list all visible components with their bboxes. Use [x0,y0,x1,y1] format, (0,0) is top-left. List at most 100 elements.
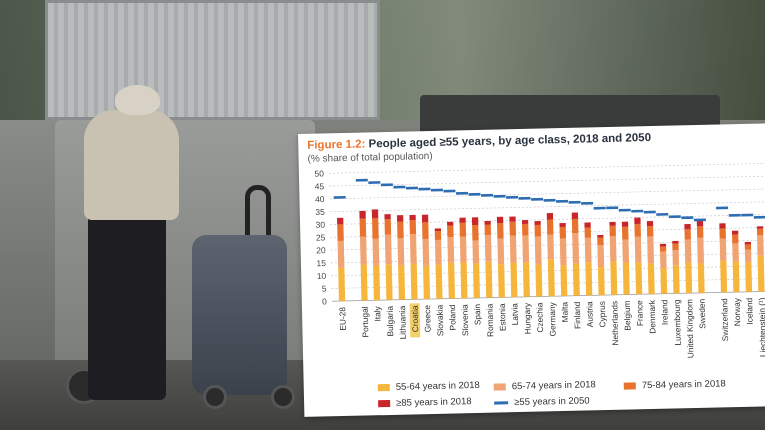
bar-segment [547,234,555,260]
legend-label-55-64: 55-64 years in 2018 [395,379,480,393]
bar-segment [338,267,346,302]
bar-segment [384,214,391,220]
bar-segment [646,226,654,237]
bar-segment [719,223,726,229]
shopping-trolley [192,235,287,395]
bar-segment [497,264,505,298]
shopping-cart-handle [245,185,271,245]
bar-segment [635,262,643,295]
x-tick-label: Slovakia [435,304,446,336]
x-tick-label: Spain [472,303,482,325]
bar-segment [459,217,466,223]
waste-container-lid [45,0,380,120]
bar-segment [731,230,739,235]
bar-segment [672,249,680,266]
legend-swatch-55-64 [377,383,390,392]
bar-segment [697,237,704,264]
bar-segment [522,262,530,297]
figure-title-text: People aged ≥55 years, by age class, 201… [368,131,652,151]
figure-number: Figure 1.2: [307,138,366,152]
bar-segment [496,216,504,224]
bar-segment [584,222,591,228]
chart-subtitle: (% share of total population) [307,150,433,165]
bar-segment [359,210,366,219]
bar-segment [509,235,517,263]
legend-item-55-64: 55-64 years in 2018 [377,379,480,393]
trolley-wheel [203,385,227,409]
bar-segment [745,262,753,292]
bar-segment [472,240,480,264]
y-tick-label: 0 [322,296,327,306]
bar-segment [757,235,764,256]
gridline [329,175,765,187]
x-tick-label: Cyprus [597,301,608,328]
bar-segment [672,265,680,294]
bar-segment [732,243,739,262]
y-tick-label: 25 [316,232,326,242]
legend-label-75-84: 75-84 years in 2018 [641,378,726,392]
bar-segment [472,263,480,299]
gridline [329,201,765,213]
bar-segment [584,227,592,238]
stacked-bar-chart: 0 5 10 15 20 25 30 35 40 45 50 EU-28 Portugal Italy Bu… [314,163,765,358]
bar-segment [684,223,691,230]
bar-segment [572,263,580,296]
bar-segment [497,223,504,239]
bar-segment [660,251,667,269]
bar-segment [534,220,541,225]
bar-segment [534,236,542,265]
bar-segment [359,218,367,237]
bar-segment [597,234,604,238]
bar-segment [622,262,630,295]
bar-segment [622,239,630,263]
bar-segment [372,218,379,239]
x-tick-label: Slovenia [460,304,471,336]
bar-segment [546,213,554,220]
x-tick-label: Iceland [744,297,755,324]
bar-segment [535,264,543,297]
chart-title: Figure 1.2: People aged ≥55 years, by ag… [307,132,651,152]
x-tick-label: Italy [372,305,382,321]
x-tick-label: Luxembourg [672,299,683,346]
bar-segment [634,217,641,224]
bar-segment [423,265,431,300]
bar-segment [337,217,344,225]
bar-segment [559,226,567,239]
y-tick-label: 5 [322,284,327,294]
x-tick-label: Belgium [622,300,633,330]
x-tick-label: Bulgaria [385,305,396,336]
bar-segment [459,222,467,237]
bar-segment [756,226,764,229]
y-tick-label: 50 [314,168,324,178]
bar-segment [719,228,726,239]
bar-segment [546,219,554,235]
bar-segment [609,235,617,262]
bar-segment [634,223,641,237]
gridline [328,163,765,174]
bar-segment [421,214,429,223]
bar-segment [435,264,443,299]
bar-segment [585,262,593,296]
bar-segment [609,225,616,237]
bar-segment [621,226,629,240]
bar-segment [384,219,392,235]
bar-segment [447,237,455,263]
bar-segment [359,236,367,265]
bar-segment [422,238,430,266]
bar-segment [484,234,492,262]
bar-segment [372,238,380,266]
bar-segment [559,222,566,227]
bar-segment [434,239,442,265]
bar-segment [337,240,345,268]
legend-swatch-75-84 [623,382,636,390]
bar-segment [522,235,530,263]
gridline [329,188,765,200]
bar-segment [584,237,592,263]
y-tick-label: 15 [316,258,326,268]
bar-segment [497,238,505,265]
x-tick-label: Norway [732,297,743,326]
bar-segment [409,219,417,235]
bar-segment [697,263,705,293]
trolley-wheel [271,385,295,409]
x-tick-label: Ireland [659,299,670,325]
